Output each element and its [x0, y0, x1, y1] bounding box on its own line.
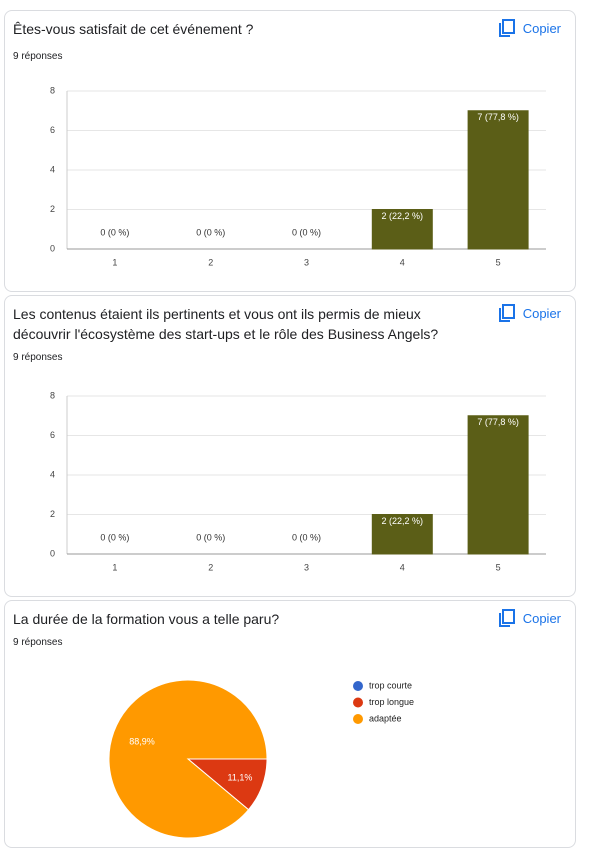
copy-label[interactable]: Copier: [522, 20, 561, 36]
x-tick-label: 4: [400, 562, 405, 572]
bar: [371, 209, 433, 250]
x-tick-label: 4: [400, 257, 405, 267]
question-card: trop courte 11,1% trop longue 88,9% adaptée L…: [4, 600, 576, 848]
legend-label: trop longue: [369, 697, 414, 707]
question-title: Les contenus étaient ils pertinents et v…: [13, 306, 439, 342]
copy-label[interactable]: Copier: [522, 305, 561, 321]
bar: [371, 514, 433, 555]
value-label: 0 (0 %): [292, 227, 321, 237]
y-tick-label: 8: [50, 390, 55, 400]
legend-label: adaptée: [369, 713, 402, 723]
x-tick-label: 1: [112, 562, 117, 572]
question-title: La durée de la formation vous a telle pa…: [13, 611, 280, 627]
bar: [467, 415, 529, 555]
copy-icon: [498, 609, 515, 627]
x-tick-label: 2: [208, 562, 213, 572]
copy-icon: [498, 19, 515, 37]
x-tick-label: 1: [112, 257, 117, 267]
question-title: Êtes-vous satisfait de cet événement ?: [13, 21, 254, 37]
value-label: 7 (77,8 %): [477, 112, 519, 122]
copy-icon: [498, 304, 515, 322]
x-tick-label: 3: [304, 562, 309, 572]
value-label: 0 (0 %): [196, 532, 225, 542]
legend-swatch: [353, 714, 363, 724]
y-tick-label: 2: [50, 509, 55, 519]
value-label: 0 (0 %): [196, 227, 225, 237]
y-tick-label: 6: [50, 125, 55, 135]
value-label: 0 (0 %): [100, 532, 129, 542]
bar: [467, 110, 529, 250]
y-tick-label: 4: [50, 164, 55, 174]
slice-label: 88,9%: [129, 737, 155, 747]
pie-slice: [108, 679, 268, 839]
y-tick-label: 8: [50, 85, 55, 95]
response-count: 9 réponses: [13, 352, 63, 363]
value-label: 0 (0 %): [292, 532, 321, 542]
legend-swatch: [353, 681, 363, 691]
copy-button[interactable]: Copier: [498, 609, 561, 627]
x-tick-label: 3: [304, 257, 309, 267]
value-label: 2 (22,2 %): [382, 211, 424, 221]
slice-label: 11,1%: [228, 772, 253, 782]
y-tick-label: 0: [50, 548, 55, 558]
response-count: 9 réponses: [13, 637, 63, 648]
y-tick-label: 0: [50, 243, 55, 253]
y-tick-label: 6: [50, 430, 55, 440]
copy-button[interactable]: Copier: [498, 19, 561, 37]
value-label: 0 (0 %): [100, 227, 129, 237]
value-label: 7 (77,8 %): [477, 417, 519, 427]
copy-label[interactable]: Copier: [522, 610, 561, 626]
y-tick-label: 2: [50, 204, 55, 214]
x-tick-label: 5: [496, 257, 501, 267]
response-count: 9 réponses: [13, 51, 63, 62]
legend-swatch: [353, 697, 363, 708]
chart: trop courte 11,1% trop longue 88,9% adaptée: [108, 679, 414, 839]
y-tick-label: 4: [50, 469, 55, 479]
x-tick-label: 2: [208, 257, 213, 267]
value-label: 2 (22,2 %): [382, 516, 424, 526]
copy-button[interactable]: Copier: [498, 304, 561, 322]
legend-label: trop courte: [369, 680, 412, 690]
x-tick-label: 5: [496, 562, 501, 572]
